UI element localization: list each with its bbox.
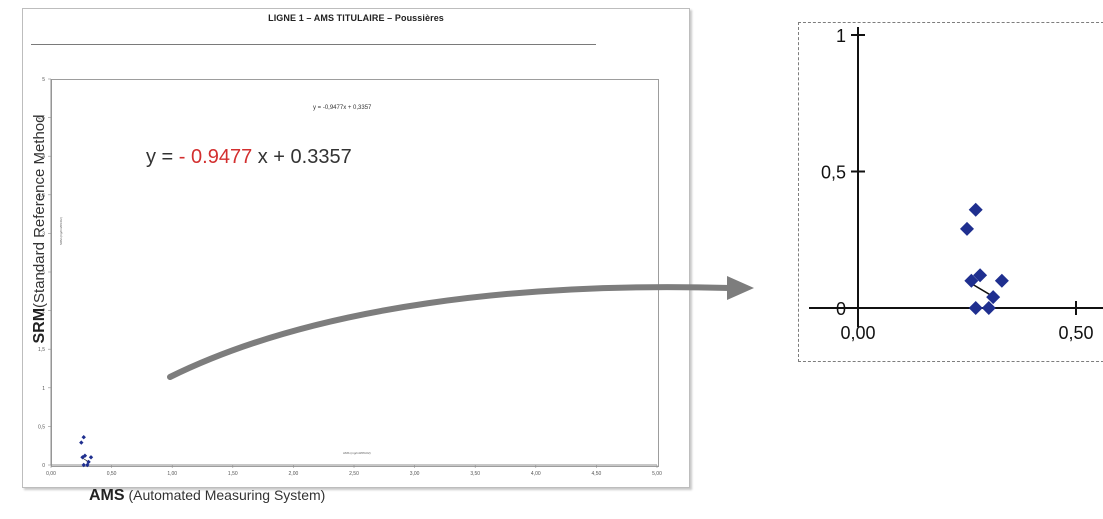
regression-negative-coefficient: - 0.9477 [178, 146, 253, 168]
inset-data-point [960, 221, 974, 236]
main-x-tick-label: 2,50 [349, 471, 359, 477]
main-x-tick-label: 1,00 [167, 471, 177, 477]
main-y-tick-label: 0,5 [38, 424, 45, 430]
inset-data-point [968, 202, 983, 217]
main-chart-panel: LIGNE 1 – AMS TITULAIRE – Poussières 0,0… [22, 8, 690, 488]
main-data-point [80, 455, 85, 460]
main-data-point [82, 453, 88, 458]
main-y-tick-label: 5 [42, 77, 45, 83]
inset-chart-svg: 0,00 0,50 0 0,5 1 [809, 26, 1103, 343]
zoom-arrow-head [727, 276, 754, 300]
y-axis-caption-bold: SRM [31, 307, 48, 344]
small-x-axis-label: AMS (mg/m3/0%O2) [343, 451, 371, 455]
y-axis-caption-rest: (Standard Reference Method [31, 114, 48, 308]
main-y-tick-label: 2 [42, 309, 45, 315]
inset-data-point [981, 301, 996, 315]
main-x-tick-label: 4,00 [531, 471, 541, 477]
main-chart-svg: 0,00 0,50 1,00 1,50 2,00 2,50 3,00 3,50 4,00 4,50… [38, 77, 662, 477]
main-plot-frame [51, 79, 659, 467]
main-x-tick-label: 3,50 [470, 471, 480, 477]
main-y-tick-label: 4,5 [38, 116, 45, 122]
zoom-inset-panel: 0,00 0,50 0 0,5 1 [798, 22, 1103, 362]
large-regression-equation: y = - 0.9477 x + 0.3357 [146, 146, 352, 169]
small-regression-equation: y = -0,9477x + 0,3357 [313, 105, 372, 111]
main-x-tick-label: 1,50 [228, 471, 238, 477]
inset-x-tick-label: 0,50 [1058, 323, 1093, 343]
inset-data-point [994, 273, 1009, 288]
title-divider [31, 44, 596, 45]
x-axis-caption: AMS (Automated Measuring System) [89, 487, 325, 505]
regression-suffix: x + 0.3357 [252, 146, 352, 168]
main-y-tick-label: 4 [42, 154, 45, 160]
inset-data-point [968, 301, 983, 315]
main-data-point [86, 459, 91, 465]
inset-y-tick-label: 1 [836, 26, 846, 46]
main-x-tick-label: 3,00 [410, 471, 420, 477]
main-x-tick-label: 2,00 [289, 471, 299, 477]
main-x-tick-label: 0,00 [46, 471, 56, 477]
inset-y-tick-label: 0,5 [821, 163, 846, 183]
main-data-point [81, 462, 86, 468]
inset-y-tick-label: 0 [836, 299, 846, 319]
main-data-point [81, 435, 86, 440]
x-axis-caption-rest: (Automated Measuring System) [124, 487, 326, 503]
small-y-axis-label: SRM (mg/m3/0%O2) [59, 217, 63, 245]
chart-title: LIGNE 1 – AMS TITULAIRE – Poussières [268, 13, 444, 23]
inset-data-point [973, 268, 988, 283]
inset-data-point [964, 273, 979, 288]
main-data-point [88, 455, 94, 460]
main-y-tick-label: 3,5 [38, 193, 45, 199]
main-y-tick-label: 1,5 [38, 347, 45, 353]
x-axis-caption-bold: AMS [89, 487, 125, 504]
main-data-point [79, 440, 84, 445]
main-y-tick-label: 0 [42, 463, 45, 469]
main-x-tick-label: 0,50 [107, 471, 117, 477]
inset-x-tick-label: 0,00 [840, 323, 875, 343]
main-x-tick-label: 4,50 [592, 471, 602, 477]
inset-data-point [986, 290, 1001, 305]
main-x-tick-label: 5,00 [652, 471, 662, 477]
main-y-tick-label: 3 [42, 231, 45, 237]
y-axis-caption: SRM(Standard Reference Method [31, 104, 49, 354]
main-y-tick-label: 1 [42, 386, 45, 392]
main-y-tick-label: 2,5 [38, 270, 45, 276]
regression-prefix: y = [146, 146, 179, 168]
